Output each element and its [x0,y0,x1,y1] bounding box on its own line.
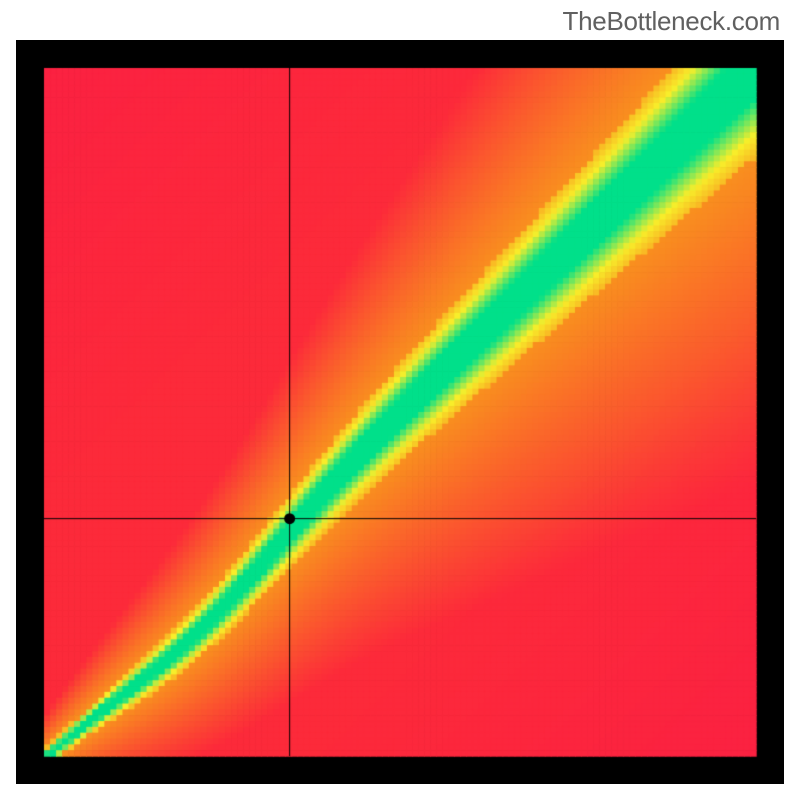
plot-frame [16,40,784,784]
watermark-text: TheBottleneck.com [563,6,780,37]
heatmap-canvas [16,40,784,784]
chart-container: TheBottleneck.com [0,0,800,800]
